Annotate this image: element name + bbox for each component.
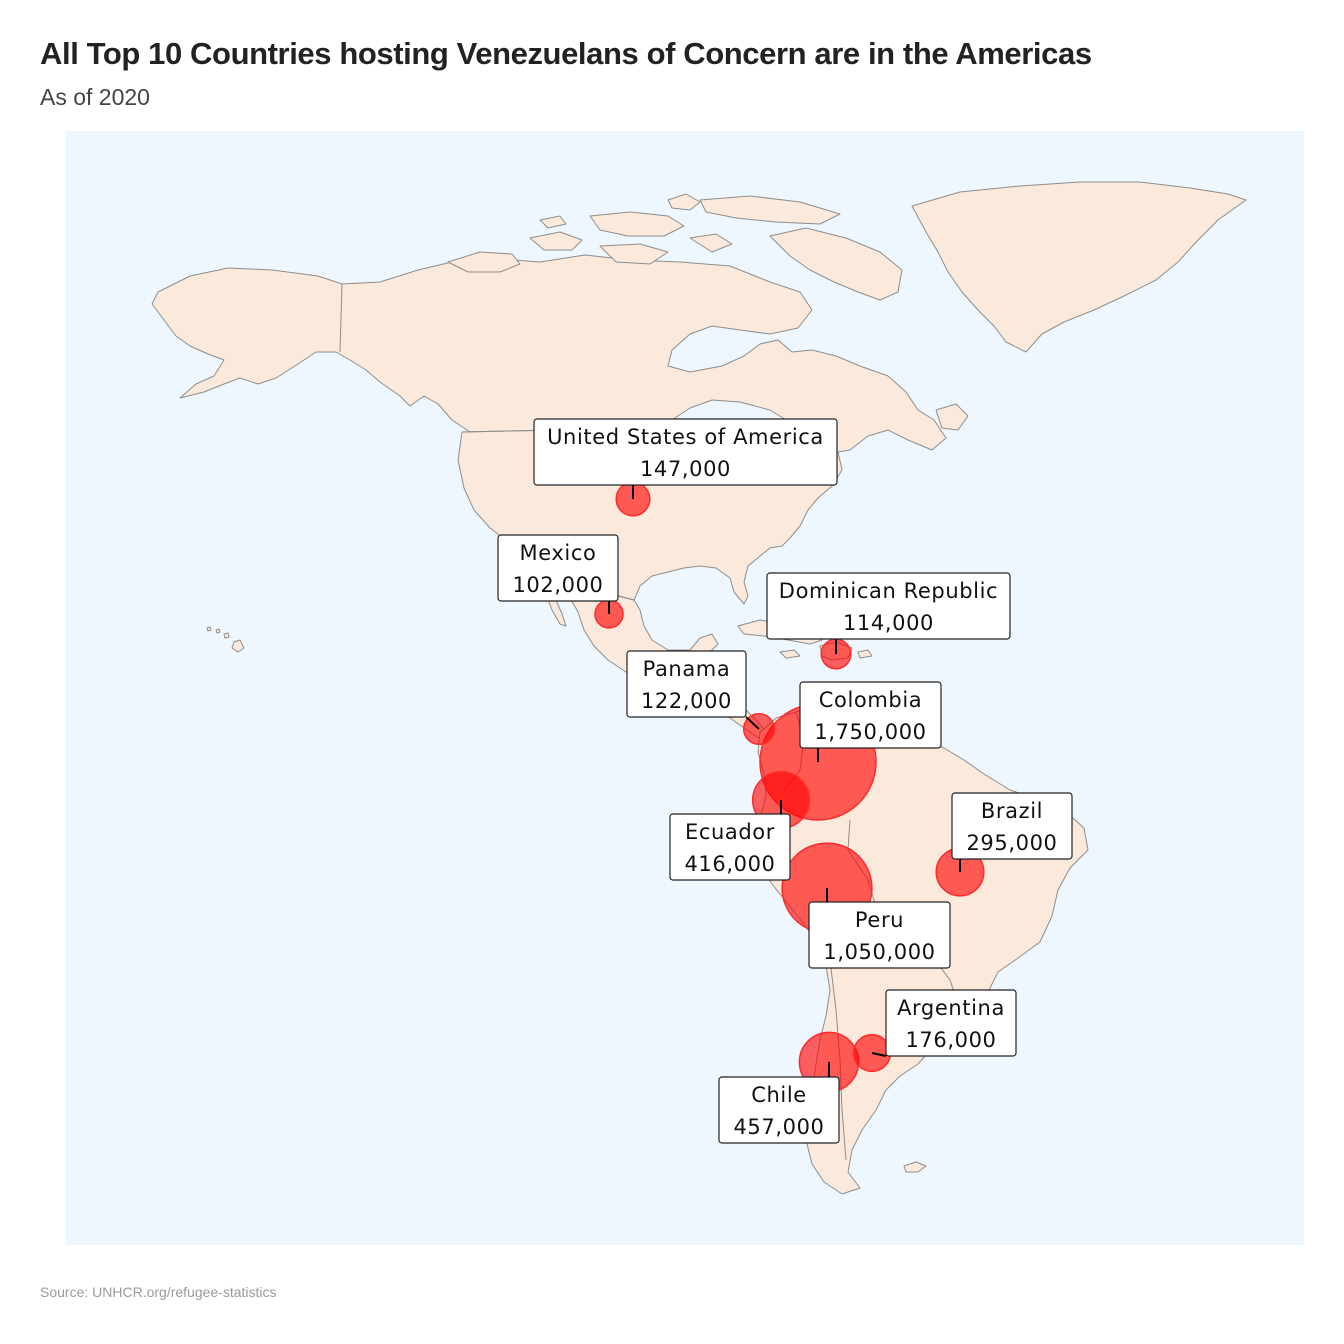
land-arctic-island-6 bbox=[599, 243, 669, 265]
land-hawaii-3 bbox=[215, 628, 221, 634]
land-puerto-rico bbox=[857, 649, 873, 659]
label-value-panama: 122,000 bbox=[641, 689, 732, 713]
label-country-mexico: Mexico bbox=[520, 541, 597, 565]
label-box-ecuador bbox=[669, 813, 791, 881]
land-hawaii-4 bbox=[206, 626, 212, 632]
leader-line-panama bbox=[745, 716, 760, 730]
label-layer: United States of America 147,000 Mexico 102… bbox=[497, 418, 1073, 1144]
land-arctic-island-5 bbox=[529, 231, 583, 251]
land-hawaii-2 bbox=[223, 632, 230, 639]
label-value-ecuador: 416,000 bbox=[684, 852, 775, 876]
land-arctic-island-8 bbox=[539, 215, 567, 229]
chart-title: All Top 10 Countries hosting Venezuelans… bbox=[40, 36, 1092, 71]
label-colombia: Colombia 1,750,000 bbox=[799, 681, 942, 749]
label-value-united-states-of-america: 147,000 bbox=[640, 457, 731, 481]
label-value-brazil: 295,000 bbox=[966, 831, 1057, 855]
label-box-argentina bbox=[885, 989, 1017, 1057]
border-alaska-canada bbox=[339, 283, 343, 353]
label-united-states-of-america: United States of America 147,000 bbox=[533, 418, 838, 486]
label-country-argentina: Argentina bbox=[897, 996, 1005, 1020]
label-country-chile: Chile bbox=[751, 1083, 807, 1107]
land-baffin-island bbox=[769, 227, 903, 301]
label-value-mexico: 102,000 bbox=[512, 573, 603, 597]
land-hawaii-1 bbox=[231, 639, 245, 653]
label-peru: Peru 1,050,000 bbox=[808, 901, 951, 969]
land-newfoundland bbox=[935, 403, 969, 431]
land-arctic-island-4 bbox=[447, 251, 521, 273]
label-country-ecuador: Ecuador bbox=[685, 820, 775, 844]
land-north-america-north bbox=[151, 254, 947, 453]
label-box-united-states-of-america bbox=[533, 418, 838, 486]
label-box-brazil bbox=[951, 792, 1073, 860]
label-value-peru: 1,050,000 bbox=[823, 940, 935, 964]
land-jamaica bbox=[779, 649, 801, 659]
land-arctic-island-1 bbox=[589, 211, 685, 237]
label-value-argentina: 176,000 bbox=[905, 1028, 996, 1052]
land-arctic-island-3 bbox=[667, 193, 701, 211]
label-country-brazil: Brazil bbox=[981, 799, 1043, 823]
label-country-panama: Panama bbox=[643, 657, 731, 681]
label-chile: Chile 457,000 bbox=[718, 1076, 840, 1144]
label-value-colombia: 1,750,000 bbox=[814, 720, 926, 744]
label-panama: Panama 122,000 bbox=[626, 650, 747, 718]
label-box-mexico bbox=[497, 534, 619, 602]
label-country-colombia: Colombia bbox=[819, 688, 922, 712]
label-box-chile bbox=[718, 1076, 840, 1144]
label-country-united-states-of-america: United States of America bbox=[547, 425, 824, 449]
label-country-dominican-republic: Dominican Republic bbox=[779, 579, 998, 603]
label-ecuador: Ecuador 416,000 bbox=[669, 813, 791, 881]
label-box-colombia bbox=[799, 681, 942, 749]
chart-subtitle: As of 2020 bbox=[40, 84, 150, 110]
source-note: Source: UNHCR.org/refugee-statistics bbox=[40, 1284, 277, 1300]
land-arctic-island-7 bbox=[689, 233, 733, 253]
label-value-dominican-republic: 114,000 bbox=[843, 611, 934, 635]
land-arctic-island-2 bbox=[699, 195, 841, 225]
land-greenland bbox=[911, 181, 1247, 353]
label-argentina: Argentina 176,000 bbox=[885, 989, 1017, 1057]
label-mexico: Mexico 102,000 bbox=[497, 534, 619, 602]
land-falklands bbox=[903, 1161, 927, 1173]
label-value-chile: 457,000 bbox=[733, 1115, 824, 1139]
label-box-dominican-republic bbox=[766, 572, 1011, 640]
label-box-panama bbox=[626, 650, 747, 718]
label-country-peru: Peru bbox=[855, 908, 904, 932]
label-dominican-republic: Dominican Republic 114,000 bbox=[766, 572, 1011, 640]
label-brazil: Brazil 295,000 bbox=[951, 792, 1073, 860]
leader-line-argentina bbox=[871, 1052, 887, 1057]
label-box-peru bbox=[808, 901, 951, 969]
